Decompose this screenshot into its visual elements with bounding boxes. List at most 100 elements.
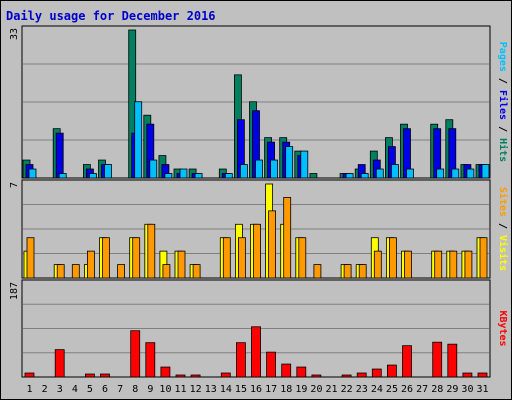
bar-pages-day-23 (360, 173, 369, 179)
x-tick-day-5: 5 (87, 384, 93, 395)
bar-sites-day-11 (177, 250, 186, 279)
x-tick-day-22: 22 (341, 384, 353, 395)
bar-sites-day-14 (222, 237, 231, 279)
bar-kbytes-day-1 (24, 372, 35, 378)
x-tick-day-9: 9 (147, 384, 153, 395)
x-tick-day-24: 24 (371, 384, 383, 395)
x-tick-day-10: 10 (159, 384, 171, 395)
bar-kbytes-day-14 (220, 372, 231, 378)
bar-pages-day-8 (134, 101, 143, 179)
bar-sites-day-19 (298, 237, 307, 279)
bar-kbytes-day-29 (447, 343, 458, 378)
y-max-label: 7 (9, 182, 20, 188)
bar-kbytes-day-6 (100, 373, 110, 378)
chart-panels: 33 7 187 (9, 25, 491, 378)
legend-sites: Sites (497, 187, 509, 217)
bar-pages-day-26 (406, 168, 414, 179)
x-tick-day-28: 28 (431, 384, 443, 395)
x-tick-day-18: 18 (280, 384, 292, 395)
side-labels: Pages / Files / Hits Sites / Visits KBytes (497, 42, 509, 347)
bar-pages-day-12 (194, 173, 203, 179)
bar-kbytes-day-24 (371, 368, 382, 378)
x-tick-day-4: 4 (72, 384, 78, 395)
bar-pages-day-29 (451, 168, 460, 179)
x-tick-day-26: 26 (401, 384, 413, 395)
bar-sites-day-18 (283, 197, 292, 279)
chart-title: Daily usage for December 2016 (6, 9, 216, 23)
bar-pages-day-17 (270, 159, 279, 179)
bar-sites-day-10 (162, 264, 171, 279)
bar-pages-day-1 (28, 168, 37, 179)
x-tick-day-11: 11 (175, 384, 187, 395)
bar-pages-day-16 (255, 159, 263, 179)
bar-sites-day-8 (132, 237, 141, 279)
bar-sites-day-12 (192, 264, 201, 279)
bar-sites-day-5 (87, 250, 95, 279)
bar-pages-day-6 (104, 164, 112, 179)
bar-kbytes-day-12 (190, 374, 201, 378)
bar-sites-day-30 (464, 250, 473, 279)
bar-sites-day-26 (404, 250, 412, 279)
bar-pages-day-22 (345, 173, 354, 179)
bar-sites-day-1 (26, 237, 35, 279)
legend-hits: Hits (497, 138, 509, 162)
legend-visits: Visits (497, 235, 509, 271)
x-tick-day-30: 30 (461, 384, 473, 395)
bar-sites-day-9 (147, 223, 156, 279)
legend-separator: / (497, 120, 508, 138)
y-max-label: 33 (9, 28, 20, 40)
x-tick-day-27: 27 (416, 384, 428, 395)
bar-sites-day-7 (117, 264, 125, 279)
x-tick-day-29: 29 (446, 384, 458, 395)
bar-pages-day-15 (239, 164, 248, 179)
bar-kbytes-day-17 (266, 351, 277, 378)
x-tick-day-7: 7 (117, 384, 123, 395)
legend-kbytes: KBytes (497, 310, 508, 346)
bar-kbytes-day-5 (85, 373, 95, 378)
bar-pages-day-10 (164, 173, 173, 179)
bar-pages-day-14 (224, 173, 233, 179)
bar-pages-day-9 (149, 159, 158, 179)
x-tick-day-1: 1 (27, 384, 33, 395)
bar-sites-day-6 (102, 237, 110, 279)
legend-files: Files (497, 90, 509, 120)
x-tick-day-19: 19 (295, 384, 307, 395)
x-tick-day-6: 6 (102, 384, 108, 395)
bar-kbytes-day-19 (296, 366, 307, 378)
bar-kbytes-day-25 (386, 364, 397, 378)
x-axis: 1 2 3 4 5 6 7 8 9 10 11 12 13 14 15 16 17 18 19 20 21 22 23 24 2… (27, 384, 489, 395)
bar-sites-day-3 (56, 264, 65, 279)
bar-sites-day-22 (343, 264, 352, 279)
bar-pages-day-31 (481, 164, 490, 179)
bar-kbytes-day-16 (251, 326, 261, 378)
legend-pages: Pages (497, 42, 508, 72)
bar-kbytes-day-11 (175, 374, 186, 378)
bar-pages-day-28 (436, 168, 445, 179)
bar-kbytes-day-30 (462, 372, 473, 378)
bar-sites-day-23 (358, 264, 367, 279)
bar-pages-day-5 (89, 173, 97, 179)
bar-pages-day-3 (58, 173, 67, 179)
bar-sites-day-24 (373, 250, 382, 279)
bar-sites-day-28 (434, 250, 443, 279)
bar-kbytes-day-31 (477, 372, 488, 378)
x-tick-day-21: 21 (326, 384, 338, 395)
bar-pages-day-19 (300, 150, 309, 179)
x-tick-day-8: 8 (132, 384, 138, 395)
x-tick-day-20: 20 (310, 384, 322, 395)
x-tick-day-13: 13 (205, 384, 217, 395)
bar-kbytes-day-18 (281, 363, 292, 378)
bar-kbytes-day-26 (402, 345, 412, 378)
bar-kbytes-day-9 (145, 342, 156, 378)
legend-separator: / (497, 217, 508, 235)
bar-kbytes-day-23 (356, 372, 367, 378)
bar-sites-day-25 (388, 237, 397, 279)
x-tick-day-31: 31 (477, 384, 489, 395)
panel-3: 187 (9, 279, 491, 378)
legend-panel-3: KBytes (497, 310, 508, 346)
x-tick-day-12: 12 (190, 384, 202, 395)
bar-kbytes-day-22 (341, 374, 352, 378)
legend-panel-2: Sites / Visits (497, 187, 509, 271)
bar-kbytes-day-28 (432, 341, 443, 378)
bar-kbytes-day-10 (160, 366, 171, 378)
